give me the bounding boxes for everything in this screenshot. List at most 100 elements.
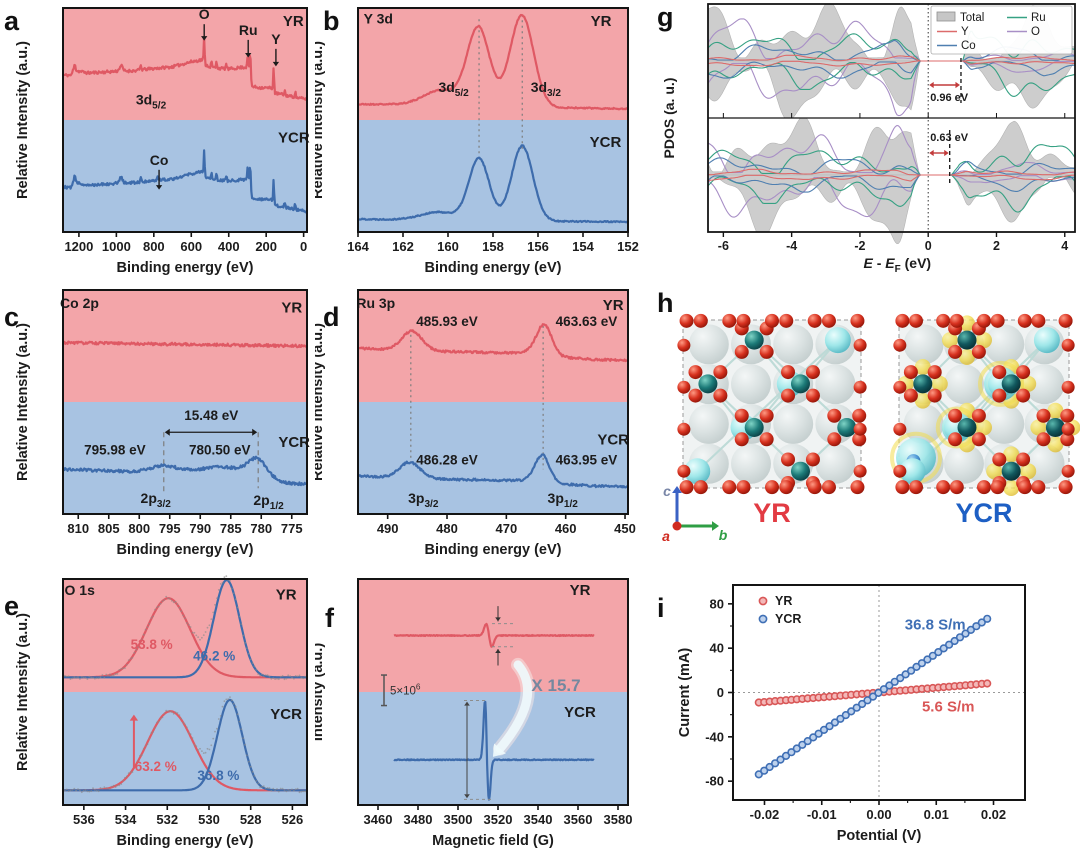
o-atom [805,388,820,403]
y-axis-title: Relative Intensity (a.u.) [15,41,31,199]
o-atom [693,313,708,328]
data-point [819,725,829,734]
annotation-780.50-ev: 780.50 eV [189,443,251,458]
ru-co-atom [744,418,764,438]
ghost-arrow [495,660,533,753]
panel-c-letter: c [4,302,20,332]
data-point [934,647,943,657]
panel-a-letter: a [4,6,20,36]
annotation-36.8-s/m: 36.8 S/m [905,616,966,633]
plot-frame [62,7,308,233]
spectrum-curve [357,144,629,224]
x-axis-title: E - EF (eV) [864,255,932,275]
legend-label-O: O [1031,26,1040,38]
data-point [923,655,932,664]
lattice-sphere [903,324,944,365]
o-atom [779,480,794,495]
panel-d: d Ru 3p YR YCR 485.93 eV 463.63 eV 486.28 eV 4… [315,280,655,565]
o-atom [948,408,963,423]
o-atom [679,313,694,328]
x-tick-label: 158 [482,239,504,254]
x-axis-title: Binding energy (eV) [117,260,254,276]
y-tick-label: -80 [705,774,724,789]
o-atom [759,408,774,423]
x-tick-label: 490 [377,521,399,536]
lattice-sphere [773,403,814,444]
data-point [950,636,959,646]
o-atom [893,464,907,478]
chart-svg: -0.02 -0.01 0.00 0.01 0.02 -80 -40 0 40 80 Potenti… [677,584,1026,844]
panel-b: b Y 3d YR YCR 3d5/2 3d3/2 164 162 160 158 156 154 1… [315,0,655,280]
pdos-line-Y [707,54,1076,62]
data-point [765,762,774,772]
o-atom [688,388,703,403]
o-atom [677,464,691,478]
a-axis-dot [672,521,682,531]
o-atom [850,313,865,328]
o-atom [759,432,774,447]
panel-i-plot: -0.02 -0.01 0.00 0.01 0.02 -80 -40 0 40 80 Potenti… [655,565,1080,857]
y-axis-title: Relative Intensity (a.u.) [15,323,31,481]
x-tick-label: 775 [281,521,303,536]
data-point [852,703,861,712]
o-atom [893,422,907,436]
o-atom [895,480,910,495]
panel-c: c Co 2p YR YCR 15.48 eV 795.98 eV 780.50 eV 2p… [0,280,315,565]
spectrum-curve [62,710,308,792]
panel-i: i -0.02 -0.01 0.00 0.01 0.02 -80 -40 0 40 80 Poten… [655,565,1080,857]
x-tick-label: 785 [220,521,242,536]
lattice-sphere [688,403,729,444]
o-atom [1061,380,1075,394]
ru-co-atom [1045,418,1065,438]
x-tick-label: 800 [128,521,150,536]
x-tick-label: 154 [572,239,594,254]
annotation-yr: YR [276,586,297,603]
data-point [841,711,850,720]
arrowhead [464,701,470,706]
x-tick-label: 3480 [404,812,433,827]
x-tick-label: 810 [67,521,89,536]
x-tick-label: 4 [1061,239,1068,253]
x-tick-label: 450 [614,521,636,536]
pdos-line-O [707,18,1076,62]
raw-data-dots [62,575,308,681]
o-atom [971,344,986,359]
spectrum-curve [62,455,308,487]
x-tick-label: 3520 [484,812,513,827]
data-point [814,729,823,738]
chart-svg: 0.96 eV 0.63 eV Total Y Co Ru O -6 -4 -2 0 2 4 E - EF… [661,3,1076,275]
spectrum-curve [62,340,308,349]
x-axis-title: Binding energy (eV) [425,542,562,558]
o-atom [936,480,951,495]
x-tick-label: 1000 [102,239,131,254]
o-atom [827,432,842,447]
o-atom [927,388,942,403]
annotation-46.2-%: 46.2 % [193,648,235,663]
data-point [896,673,905,683]
o-atom [909,313,923,328]
arrowhead [129,714,139,721]
legend-label-Ru: Ru [1031,12,1046,24]
panel-a: a O Ru Y YR 3d5/2 YCR Co 1200 1000 800 600 400 200 0 B… [0,0,315,280]
annotation-yr: YR [283,13,304,30]
arrowhead [464,794,470,799]
pdos-line-Co [707,157,1076,176]
panel-h-plot: YR YCR c b a [655,280,1080,565]
x-tick-label: 162 [392,239,414,254]
spectrum-curve [393,700,595,801]
o-atom [736,480,751,495]
pdos-total-fill [707,174,1076,245]
panel-e: e O 1s YR YCR 53.8 % 46.2 % 63.2 % 36.8 % 536 53… [0,565,315,857]
charge-blob-yellow [976,332,992,349]
annotation-y: Y [271,31,281,47]
pdos-total-fill [707,60,1076,119]
o-atom [927,365,942,380]
lattice-sphere [943,443,984,484]
chart-svg: O 1s YR YCR 53.8 % 46.2 % 63.2 % 36.8 % 536 534 5… [15,575,308,849]
panel-e-letter: e [4,591,20,621]
arrowhead [495,617,501,622]
data-point [966,625,976,635]
panel-g-plot: 0.96 eV 0.63 eV Total Y Co Ru O -6 -4 -2 0 2 4 E - EF… [655,0,1080,280]
pdos-line-O [707,60,1076,117]
panel-g: g 0.96 eV 0.63 eV Total Y Co Ru O -6 -4 -2 0 2 4 E - … [655,0,1080,280]
